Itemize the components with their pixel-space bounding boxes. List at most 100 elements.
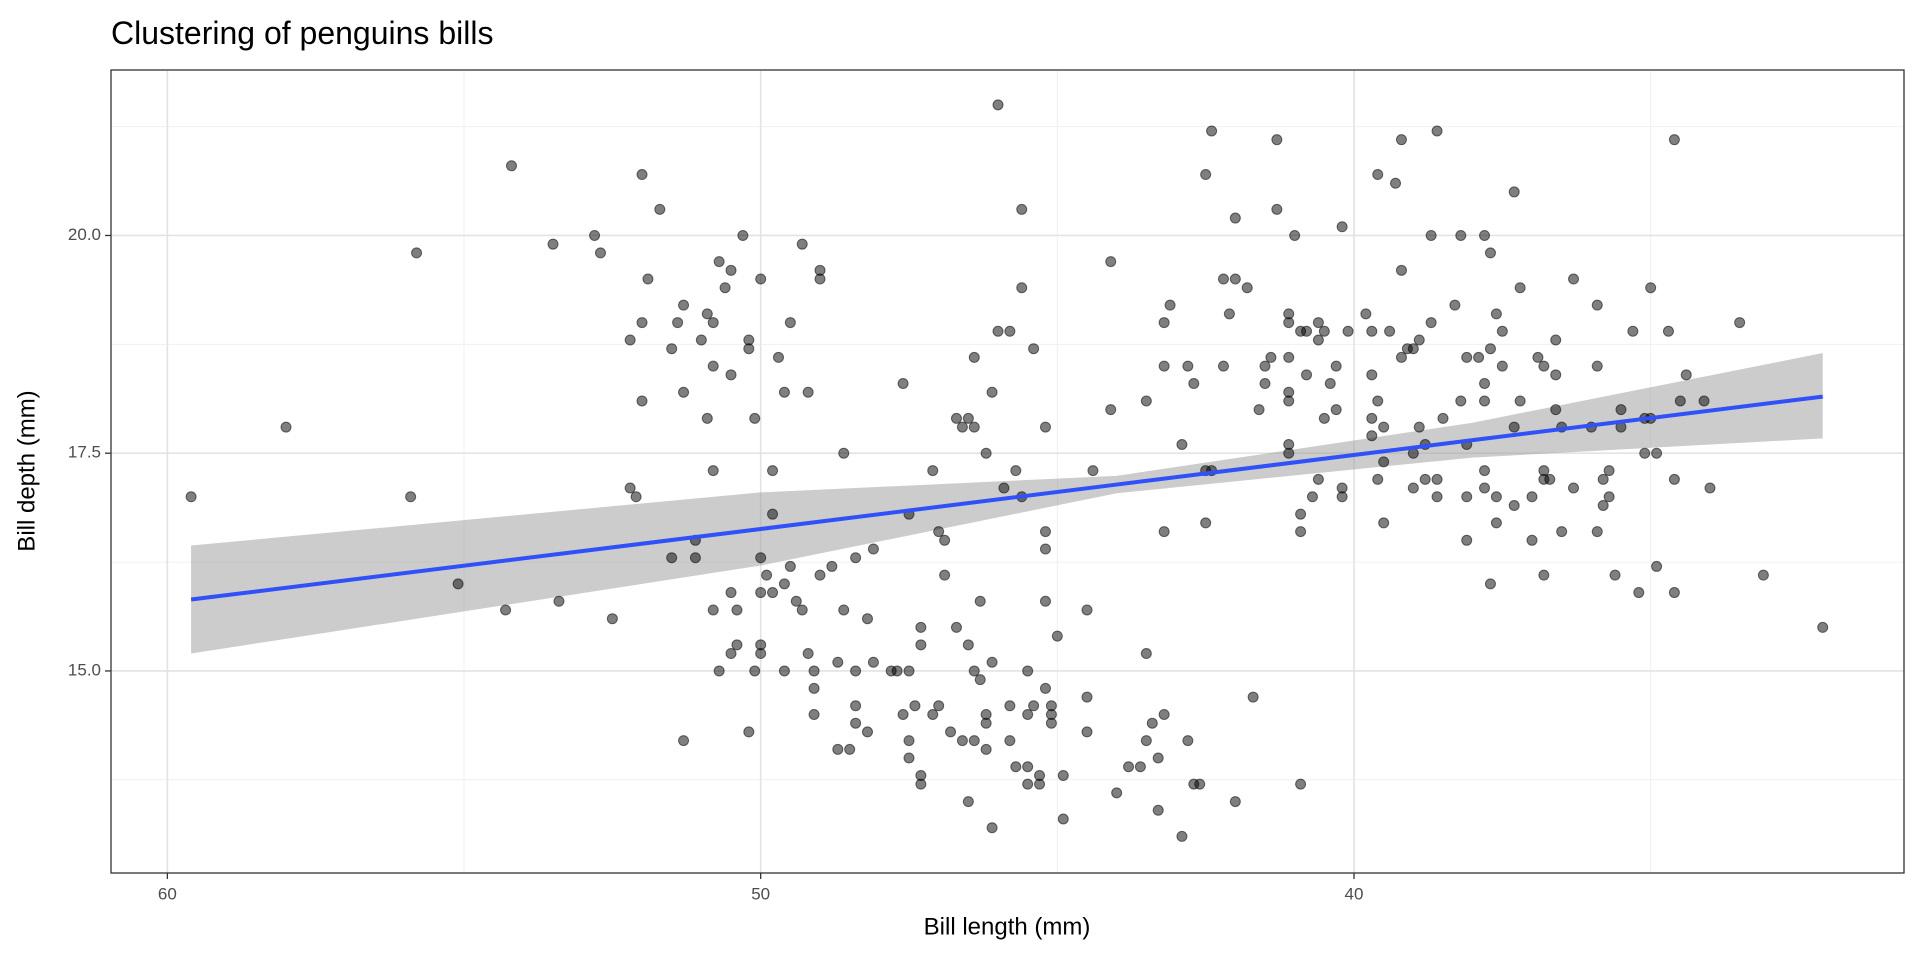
point xyxy=(725,587,737,599)
point xyxy=(962,796,974,808)
point xyxy=(992,99,1004,111)
point xyxy=(891,665,903,677)
point xyxy=(553,595,565,607)
point xyxy=(624,482,636,494)
point xyxy=(654,203,666,215)
point xyxy=(968,665,980,677)
point xyxy=(802,386,814,398)
point xyxy=(672,317,684,329)
point xyxy=(1176,830,1188,842)
point xyxy=(1330,360,1342,372)
point xyxy=(844,743,856,755)
panel-border xyxy=(110,69,1905,874)
point xyxy=(927,465,939,477)
point xyxy=(974,595,986,607)
point xyxy=(1188,378,1200,390)
point xyxy=(713,256,725,268)
point xyxy=(850,717,862,729)
point xyxy=(713,665,725,677)
point xyxy=(1200,517,1212,529)
point xyxy=(1479,465,1491,477)
point xyxy=(1479,482,1491,494)
point xyxy=(666,552,678,564)
point xyxy=(1455,395,1467,407)
point xyxy=(1123,761,1135,773)
point xyxy=(1395,351,1407,363)
point xyxy=(1431,125,1443,137)
point xyxy=(903,752,915,764)
point xyxy=(547,238,559,250)
point xyxy=(731,639,743,651)
point xyxy=(1194,778,1206,790)
point xyxy=(1182,360,1194,372)
point xyxy=(1734,317,1746,329)
point xyxy=(1449,299,1461,311)
point xyxy=(707,317,719,329)
point xyxy=(1039,595,1051,607)
point xyxy=(986,386,998,398)
point xyxy=(1372,169,1384,181)
point xyxy=(606,613,618,625)
point xyxy=(1022,665,1034,677)
point xyxy=(1229,796,1241,808)
point xyxy=(725,369,737,381)
point xyxy=(1425,229,1437,241)
point xyxy=(796,238,808,250)
point xyxy=(1289,229,1301,241)
point xyxy=(1152,804,1164,816)
point xyxy=(814,273,826,285)
point xyxy=(939,569,951,581)
point xyxy=(850,700,862,712)
point xyxy=(1645,282,1657,294)
point xyxy=(1378,456,1390,468)
point xyxy=(992,325,1004,337)
point xyxy=(642,273,654,285)
point xyxy=(1372,395,1384,407)
point xyxy=(743,726,755,738)
point xyxy=(1105,256,1117,268)
point xyxy=(1627,325,1639,337)
point xyxy=(1301,325,1313,337)
point xyxy=(1336,491,1348,503)
point xyxy=(1591,526,1603,538)
point xyxy=(755,273,767,285)
point xyxy=(832,656,844,668)
point xyxy=(1057,769,1069,781)
point xyxy=(1158,360,1170,372)
point xyxy=(1140,648,1152,660)
point xyxy=(808,665,820,677)
point xyxy=(1431,491,1443,503)
point xyxy=(1028,343,1040,355)
x-axis-title: Bill length (mm) xyxy=(924,913,1091,940)
point xyxy=(1384,325,1396,337)
point xyxy=(1538,569,1550,581)
point xyxy=(802,648,814,660)
chart-title: Clustering of penguins bills xyxy=(111,15,493,51)
point xyxy=(1484,343,1496,355)
point xyxy=(915,639,927,651)
point xyxy=(1330,404,1342,416)
point xyxy=(980,717,992,729)
point xyxy=(1134,761,1146,773)
point xyxy=(755,587,767,599)
point xyxy=(1390,177,1402,189)
point xyxy=(1651,447,1663,459)
point xyxy=(1229,273,1241,285)
point xyxy=(280,421,292,433)
point xyxy=(1247,691,1259,703)
point xyxy=(1407,482,1419,494)
point xyxy=(1757,569,1769,581)
point xyxy=(1206,125,1218,137)
point xyxy=(1253,404,1265,416)
point xyxy=(701,412,713,424)
point xyxy=(1674,395,1686,407)
x-tick-label: 60 xyxy=(158,884,177,903)
point xyxy=(749,665,761,677)
point xyxy=(636,395,648,407)
point xyxy=(1295,508,1307,520)
point xyxy=(1526,534,1538,546)
point xyxy=(1378,517,1390,529)
point xyxy=(1704,482,1716,494)
point xyxy=(1022,778,1034,790)
x-tick-label: 50 xyxy=(751,884,770,903)
